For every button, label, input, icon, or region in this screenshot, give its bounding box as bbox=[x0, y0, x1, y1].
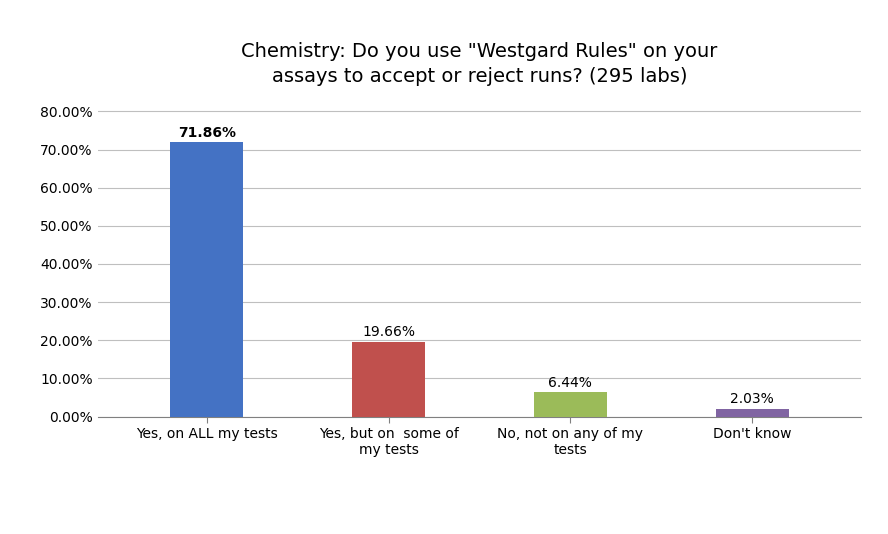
Bar bbox=[353, 342, 425, 417]
Text: 6.44%: 6.44% bbox=[549, 375, 592, 390]
Text: 2.03%: 2.03% bbox=[731, 392, 774, 406]
Text: 71.86%: 71.86% bbox=[178, 126, 236, 140]
Bar bbox=[716, 409, 789, 417]
Bar bbox=[170, 143, 243, 417]
Title: Chemistry: Do you use "Westgard Rules" on your
assays to accept or reject runs? : Chemistry: Do you use "Westgard Rules" o… bbox=[242, 42, 718, 86]
Bar bbox=[534, 392, 607, 417]
Text: 19.66%: 19.66% bbox=[362, 325, 415, 339]
